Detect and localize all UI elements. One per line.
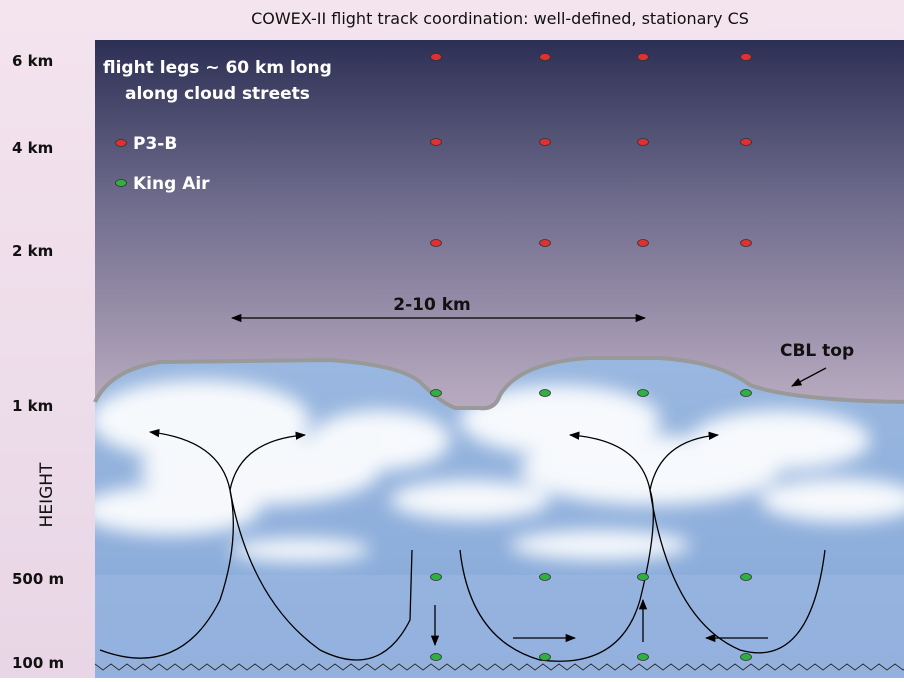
spacing-label: 2-10 km xyxy=(393,295,470,315)
height-tick: 2 km xyxy=(12,242,53,260)
legend-label: P3-B xyxy=(133,134,177,154)
height-tick: 100 m xyxy=(12,654,64,672)
height-axis-label: HEIGHT xyxy=(37,462,57,527)
cbl-top-label: CBL top xyxy=(780,341,854,361)
height-tick: 4 km xyxy=(12,139,53,157)
height-tick: 500 m xyxy=(12,570,64,588)
legend-label: King Air xyxy=(133,174,210,194)
annotation: along cloud streets xyxy=(125,84,310,104)
page: COWEX-II flight track coordination: well… xyxy=(0,0,904,678)
diagram: COWEX-II flight track coordination: well… xyxy=(0,0,904,678)
annotation: flight legs ~ 60 km long xyxy=(103,58,332,78)
height-tick: 1 km xyxy=(12,397,53,415)
title: COWEX-II flight track coordination: well… xyxy=(251,9,749,28)
height-tick: 6 km xyxy=(12,52,53,70)
